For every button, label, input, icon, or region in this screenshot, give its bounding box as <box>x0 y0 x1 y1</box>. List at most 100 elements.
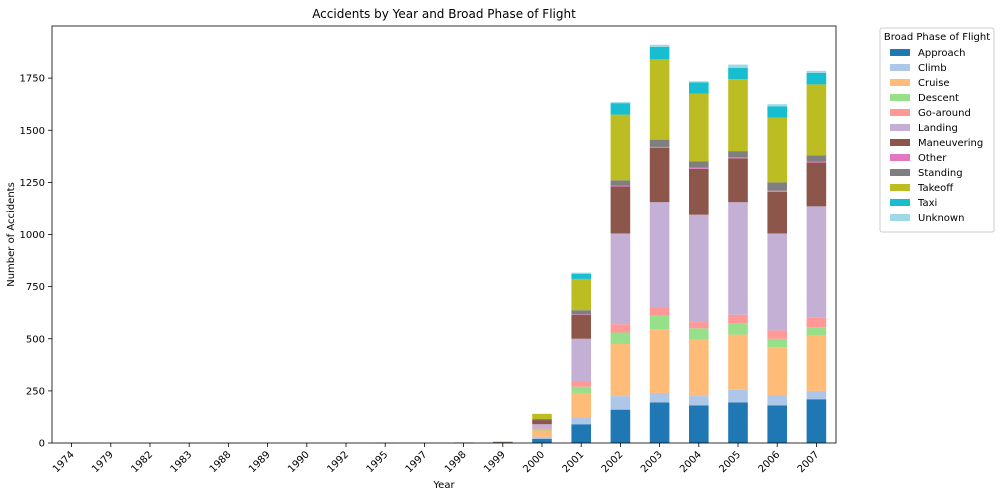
bar-segment-2004-climb <box>689 396 709 406</box>
bar-segment-2003-cruise <box>649 329 670 393</box>
bar-segment-2000-takeoff <box>532 413 552 420</box>
bar-segment-2004-maneuvering <box>689 168 709 215</box>
legend-title: Broad Phase of Flight <box>884 32 990 43</box>
bar-segment-2002-climb <box>610 396 631 410</box>
legend: Broad Phase of Flight Approach Climb Cruis… <box>879 27 995 233</box>
bar-segment-2004-taxi <box>689 82 709 94</box>
bar-segment-2002-takeoff <box>610 114 631 181</box>
x-tick-label-2001: 2001 <box>561 449 587 475</box>
x-tick-label-1979: 1979 <box>90 449 116 475</box>
bar-segment-2001-taxi <box>571 273 591 279</box>
bar-segment-2003-taxi <box>649 46 670 60</box>
bar-segment-2005-go-around <box>728 314 748 324</box>
bar-segment-2005-descent <box>728 323 748 335</box>
bar-segment-2001-unknown <box>571 272 591 274</box>
bar-segment-2001-other <box>571 314 591 315</box>
x-tick-label-1988: 1988 <box>208 449 234 475</box>
legend-swatch-takeoff <box>890 184 910 191</box>
bar-segment-2006-approach <box>767 405 787 443</box>
plot-frame <box>51 25 837 444</box>
x-tick-label-2000: 2000 <box>521 449 547 475</box>
bar-segment-2005-takeoff <box>728 79 748 152</box>
x-tick-label-1990: 1990 <box>286 449 312 475</box>
x-tick-label-2005: 2005 <box>717 449 743 475</box>
x-tick-label-1982: 1982 <box>129 449 155 475</box>
bar-segment-2007-approach <box>806 399 827 443</box>
legend-label-landing: Landing <box>918 123 958 134</box>
bar-segment-2001-climb <box>571 417 591 425</box>
y-tick-label: 0 <box>39 439 45 450</box>
legend-label-climb: Climb <box>918 63 947 74</box>
bar-segment-2007-descent <box>806 327 827 336</box>
bar-segment-2002-descent <box>610 332 631 344</box>
bar-segment-2004-standing <box>689 161 709 168</box>
bar-segment-2006-descent <box>767 338 787 348</box>
bar-segment-2007-maneuvering <box>806 162 827 207</box>
bar-segment-2000-approach <box>532 438 552 443</box>
bar-segment-2003-standing <box>649 139 670 147</box>
legend-label-taxi: Taxi <box>917 198 937 209</box>
legend-swatch-go-around <box>890 109 910 116</box>
bar-segment-2006-takeoff <box>767 117 787 183</box>
legend-label-maneuvering: Maneuvering <box>918 138 983 149</box>
bar-segment-2006-taxi <box>767 106 787 118</box>
bar-segment-2000-descent <box>532 429 552 431</box>
bar-segment-2007-unknown <box>806 70 827 73</box>
legend-label-takeoff: Takeoff <box>917 183 954 194</box>
bar-segment-2006-other <box>767 190 787 192</box>
bar-segment-2006-climb <box>767 395 787 406</box>
x-tick-label-2004: 2004 <box>678 449 704 475</box>
x-tick-label-1998: 1998 <box>443 449 469 475</box>
y-tick-label: 500 <box>26 334 45 345</box>
bar-segment-2004-descent <box>689 328 709 340</box>
y-tick-label: 1500 <box>20 126 45 137</box>
bar-segment-2006-go-around <box>767 330 787 339</box>
bar-segment-2002-cruise <box>610 343 631 397</box>
bar-segment-2004-other <box>689 167 709 169</box>
legend-label-approach: Approach <box>918 48 966 59</box>
bar-segment-2000-standing <box>532 419 552 421</box>
x-tick-label-2007: 2007 <box>796 449 822 475</box>
bar-segment-2004-approach <box>689 405 709 443</box>
x-tick-label-2002: 2002 <box>600 449 626 475</box>
legend-label-standing: Standing <box>918 168 963 179</box>
legend-label-other: Other <box>918 153 947 164</box>
legend-swatch-landing <box>890 124 910 131</box>
bar-segment-2003-maneuvering <box>649 147 670 203</box>
legend-swatch-cruise <box>890 79 910 86</box>
bar-segment-2000-maneuvering <box>532 420 552 425</box>
bar-segment-2003-descent <box>649 315 670 330</box>
bar-segment-2007-standing <box>806 155 827 162</box>
bar-segment-2006-landing <box>767 233 787 331</box>
bar-segment-2000-climb <box>532 436 552 439</box>
bar-segment-1999-standing <box>493 441 513 443</box>
x-tick-label-1997: 1997 <box>404 449 430 475</box>
bar-segment-2003-landing <box>649 202 670 308</box>
bar-segment-2005-taxi <box>728 67 748 80</box>
bar-segment-2004-takeoff <box>689 93 709 162</box>
bar-segment-2002-standing <box>610 180 631 186</box>
bar-segment-2001-takeoff <box>571 278 591 311</box>
y-tick-label: 1000 <box>20 230 45 241</box>
bar-segment-2005-approach <box>728 402 748 443</box>
bar-segment-2005-landing <box>728 202 748 315</box>
x-tick-label-1989: 1989 <box>247 449 273 475</box>
bar-segment-2002-approach <box>610 409 631 443</box>
bars-group <box>61 44 827 444</box>
bar-segment-2007-landing <box>806 206 827 318</box>
x-tick-label-2006: 2006 <box>757 449 783 475</box>
x-axis-title: Year <box>432 480 455 491</box>
bar-segment-2007-climb <box>806 390 827 400</box>
legend-swatch-descent <box>890 94 910 101</box>
x-axis: 1974 1979 1982 1983 1988 1989 1990 1992 1995 1997… <box>51 443 822 475</box>
bar-segment-2000-landing <box>532 424 552 429</box>
bar-segment-2000-go-around <box>532 428 552 430</box>
bar-segment-2000-cruise <box>532 430 552 437</box>
bar-segment-2001-descent <box>571 386 591 393</box>
x-tick-label-1995: 1995 <box>365 449 391 475</box>
bar-segment-2007-go-around <box>806 317 827 328</box>
bar-segment-2006-standing <box>767 182 787 191</box>
bar-segment-2004-cruise <box>689 339 709 397</box>
x-tick-label-1992: 1992 <box>325 449 351 475</box>
